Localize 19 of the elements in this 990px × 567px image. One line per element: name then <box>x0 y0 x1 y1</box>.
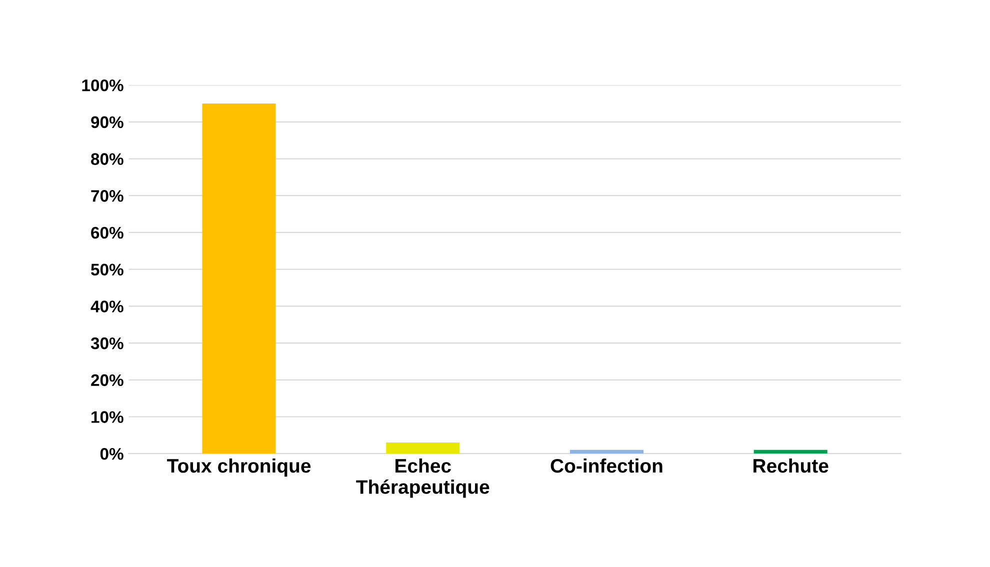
x-tick-label: Co-infection <box>550 458 662 473</box>
y-tick-label: 90% <box>91 116 124 128</box>
y-tick-label: 80% <box>91 153 124 165</box>
bar <box>386 442 460 454</box>
y-tick-label: 20% <box>91 374 124 386</box>
x-tick-label: Toux chronique <box>167 458 311 477</box>
y-tick-label: 50% <box>90 264 124 276</box>
y-tick-label: 40% <box>90 300 124 312</box>
x-tick-label: Rechute <box>754 458 828 473</box>
bar <box>202 103 276 454</box>
y-tick-label: 70% <box>91 190 124 202</box>
bar <box>570 450 644 454</box>
x-tick-label: Echec Thérapeutique <box>356 458 490 498</box>
y-tick-label: 0% <box>100 448 124 460</box>
y-tick-label: 10% <box>92 411 124 423</box>
y-tick-label: 100% <box>82 79 124 92</box>
bar <box>754 450 828 454</box>
y-tick-label: 60% <box>91 226 124 239</box>
y-tick-label: 30% <box>90 337 124 350</box>
